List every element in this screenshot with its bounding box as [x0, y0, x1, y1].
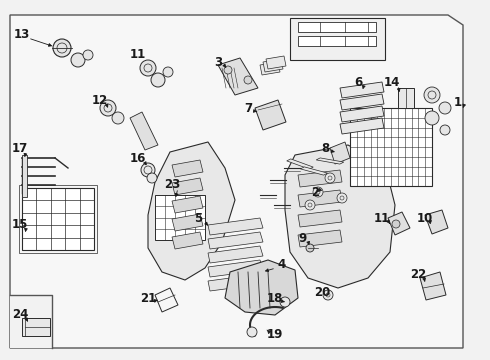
Circle shape [71, 53, 85, 67]
Bar [155, 195, 205, 240]
Circle shape [244, 76, 252, 84]
Bar [298, 22, 376, 32]
Polygon shape [172, 232, 203, 249]
Text: 12: 12 [92, 94, 108, 107]
Polygon shape [263, 59, 283, 72]
Polygon shape [316, 158, 344, 164]
Polygon shape [172, 160, 203, 177]
Circle shape [151, 73, 165, 87]
Text: 18: 18 [267, 292, 283, 305]
Polygon shape [172, 196, 203, 213]
Polygon shape [340, 118, 384, 134]
Polygon shape [225, 260, 298, 315]
Text: 21: 21 [140, 292, 156, 305]
Text: 19: 19 [267, 328, 283, 342]
Text: 13: 13 [14, 28, 30, 41]
Circle shape [325, 173, 335, 183]
Text: 10: 10 [417, 211, 433, 225]
Text: 11: 11 [374, 211, 390, 225]
Polygon shape [285, 145, 395, 288]
Polygon shape [330, 142, 350, 164]
Circle shape [439, 102, 451, 114]
Polygon shape [266, 56, 286, 69]
Polygon shape [260, 62, 280, 75]
Circle shape [305, 200, 315, 210]
Polygon shape [10, 15, 463, 348]
Text: 16: 16 [130, 152, 146, 165]
Text: 24: 24 [12, 309, 28, 321]
Bar [22, 318, 50, 336]
Polygon shape [148, 142, 235, 280]
Circle shape [424, 87, 440, 103]
Polygon shape [388, 212, 410, 235]
Circle shape [112, 112, 124, 124]
Polygon shape [130, 112, 158, 150]
Polygon shape [255, 100, 286, 130]
Circle shape [83, 50, 93, 60]
Circle shape [147, 173, 157, 183]
Text: 1: 1 [454, 95, 462, 108]
Text: 9: 9 [298, 231, 306, 244]
Text: 4: 4 [278, 258, 286, 271]
Polygon shape [420, 272, 446, 300]
Polygon shape [340, 94, 384, 110]
Circle shape [280, 297, 290, 307]
Circle shape [306, 244, 314, 252]
Polygon shape [300, 167, 328, 175]
Polygon shape [10, 295, 52, 348]
Text: 8: 8 [321, 141, 329, 154]
Polygon shape [172, 214, 203, 231]
Text: 20: 20 [314, 285, 330, 298]
Bar [398, 88, 414, 108]
Polygon shape [298, 210, 342, 227]
Bar [298, 36, 376, 46]
Circle shape [53, 39, 71, 57]
Bar [22, 155, 27, 197]
Circle shape [163, 67, 173, 77]
Polygon shape [340, 82, 384, 98]
Circle shape [392, 220, 400, 228]
Polygon shape [208, 260, 263, 277]
Text: 6: 6 [354, 76, 362, 89]
Polygon shape [172, 178, 203, 195]
Circle shape [425, 111, 439, 125]
Text: 23: 23 [164, 179, 180, 192]
Circle shape [247, 327, 257, 337]
Polygon shape [208, 232, 263, 249]
Text: 11: 11 [130, 49, 146, 62]
Bar [22, 188, 94, 250]
Circle shape [100, 100, 116, 116]
Polygon shape [298, 190, 342, 207]
Bar [350, 108, 432, 186]
Polygon shape [298, 230, 342, 247]
Text: 3: 3 [214, 55, 222, 68]
Polygon shape [298, 170, 342, 187]
Bar [19, 185, 97, 253]
Polygon shape [208, 246, 263, 263]
Text: 2: 2 [311, 185, 319, 198]
Circle shape [337, 193, 347, 203]
Circle shape [224, 66, 232, 74]
Circle shape [323, 290, 333, 300]
Polygon shape [218, 58, 258, 95]
Text: 7: 7 [244, 102, 252, 114]
Text: 17: 17 [12, 141, 28, 154]
Polygon shape [425, 210, 448, 234]
Circle shape [313, 187, 323, 197]
Polygon shape [287, 159, 313, 169]
Circle shape [440, 125, 450, 135]
Polygon shape [208, 218, 263, 235]
Text: 5: 5 [194, 211, 202, 225]
Text: 15: 15 [12, 219, 28, 231]
Polygon shape [208, 274, 263, 291]
Text: 14: 14 [384, 76, 400, 89]
Bar [290, 18, 385, 60]
Polygon shape [340, 106, 384, 122]
Circle shape [140, 60, 156, 76]
Text: 22: 22 [410, 269, 426, 282]
Circle shape [141, 163, 155, 177]
